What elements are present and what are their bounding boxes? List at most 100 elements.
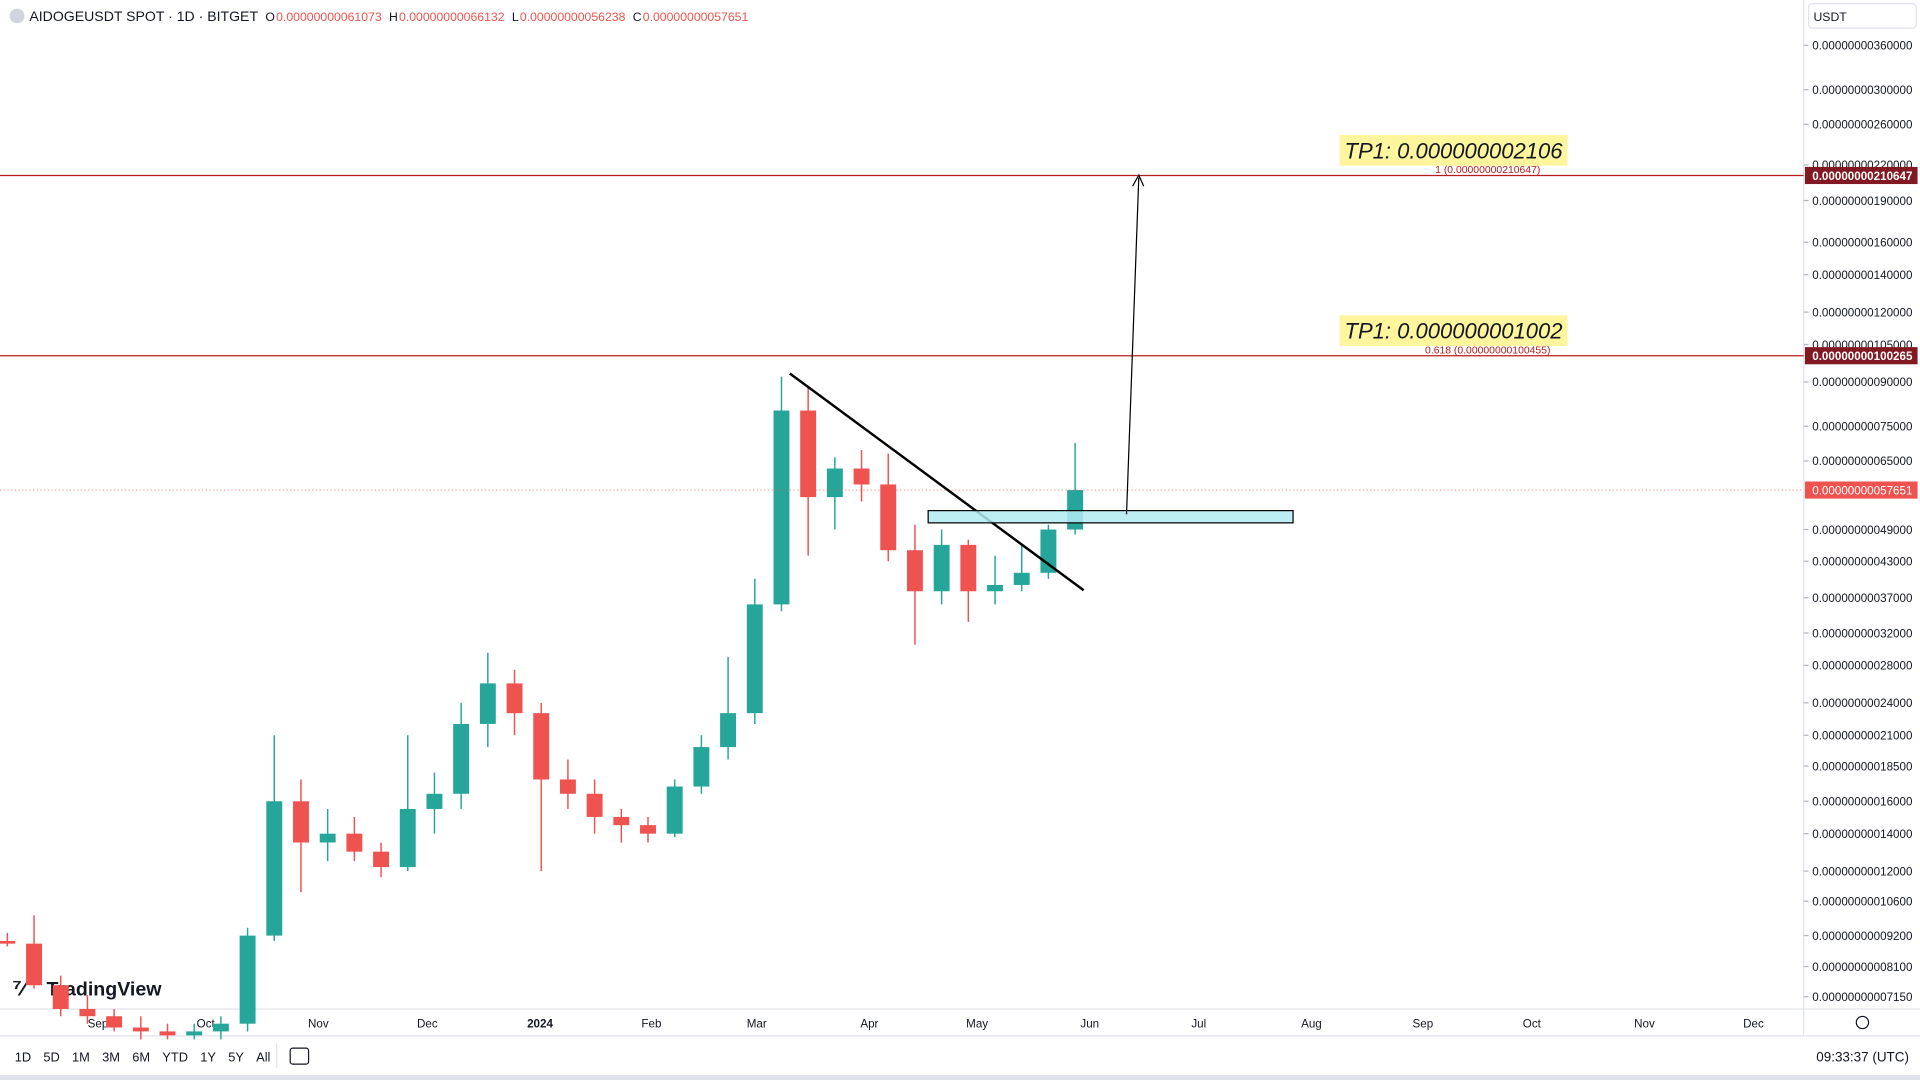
x-tick-label: Nov (308, 1017, 329, 1030)
ohlc-value: 0.00000000057651 (643, 10, 749, 24)
candle-body (186, 1031, 203, 1036)
tp-annotation: TP1: 0.000000001002 (1344, 319, 1562, 344)
symbol-icon (9, 8, 25, 24)
y-tick-label: 0.00000000008100 (1812, 961, 1913, 974)
y-tick-label: 0.00000000360000 (1812, 40, 1913, 53)
x-tick-label: May (966, 1017, 988, 1030)
candle-body (1067, 490, 1084, 530)
candle-body (239, 935, 256, 1024)
candle-body (346, 833, 363, 852)
candle-body (800, 410, 817, 498)
range-button[interactable]: 6M (132, 1050, 150, 1065)
x-tick-label: Sep (1413, 1017, 1434, 1030)
range-button[interactable]: YTD (162, 1050, 188, 1065)
x-tick-label: 2024 (527, 1017, 553, 1030)
range-button[interactable]: 5D (43, 1050, 59, 1065)
y-tick-label: 0.00000000090000 (1812, 376, 1913, 389)
ohlc-key: C (633, 10, 642, 24)
zone-box (927, 510, 1294, 524)
candle-body (586, 793, 603, 817)
candle-body (159, 1031, 176, 1036)
range-button[interactable]: 1D (15, 1050, 31, 1065)
x-tick-label: Nov (1634, 1017, 1655, 1030)
candle-body (1040, 529, 1057, 573)
y-tick-label: 0.00000000075000 (1812, 420, 1913, 433)
price-label-bg (1804, 166, 1918, 185)
candle-body (960, 544, 977, 592)
y-tick-label: 0.00000000300000 (1812, 84, 1913, 97)
calendar-icon[interactable] (289, 1047, 310, 1065)
y-tick-label: 0.00000000065000 (1812, 455, 1913, 468)
candle-body (373, 851, 390, 868)
range-button[interactable]: 5Y (228, 1050, 244, 1065)
x-tick-label: Oct (197, 1017, 216, 1030)
range-button[interactable]: 3M (102, 1050, 120, 1065)
candle-body (426, 793, 443, 809)
ohlc-key: L (512, 10, 519, 24)
x-tick-label: Dec (417, 1017, 438, 1030)
range-button[interactable]: 1Y (200, 1050, 216, 1065)
candle-body (720, 713, 737, 748)
x-tick-label: Sep (88, 1017, 109, 1030)
last-price-bg (1804, 481, 1918, 499)
candle-body (853, 468, 870, 485)
candle-body (773, 410, 790, 605)
y-tick-label: 0.00000000032000 (1812, 627, 1913, 640)
candle-body (1013, 572, 1030, 585)
y-tick-label: 0.00000000016000 (1812, 796, 1913, 809)
x-tick-label: Apr (860, 1017, 878, 1030)
y-tick-label: 0.00000000190000 (1812, 195, 1913, 208)
y-tick-label: 0.00000000021000 (1812, 730, 1913, 743)
ohlc-key: O (265, 10, 275, 24)
candle-body (666, 786, 683, 834)
bottom-strip (0, 1075, 1920, 1080)
ohlc-value: 0.00000000066132 (399, 10, 505, 24)
y-tick-label: 0.00000000260000 (1812, 119, 1913, 132)
y-tick-label: 0.00000000014000 (1812, 828, 1913, 841)
candle-body (479, 683, 496, 724)
candle-body (319, 833, 336, 843)
x-tick-label: Mar (747, 1017, 767, 1030)
y-tick-label: 0.00000000010600 (1812, 895, 1913, 908)
x-tick-label: Aug (1301, 1017, 1322, 1030)
candle-body (559, 779, 576, 794)
x-tick-label: Feb (641, 1017, 661, 1030)
plot: 0.00000000360000 0.00000000300000 0.000000… (0, 40, 1918, 1065)
y-tick-label: 0.00000000012000 (1812, 865, 1913, 878)
price-label-bg (1804, 347, 1918, 365)
y-tick-label: 0.00000000049000 (1812, 524, 1913, 537)
range-button[interactable]: All (256, 1050, 270, 1065)
y-tick-label: 0.00000000009200 (1812, 930, 1913, 943)
y-tick-label: 0.00000000007150 (1812, 991, 1913, 1004)
settings-icon[interactable] (1855, 1015, 1870, 1030)
ohlc-value: 0.00000000056238 (520, 10, 626, 24)
symbol-title: AIDOGEUSDT SPOT · 1D · BITGET (29, 8, 258, 24)
candle-body (132, 1027, 149, 1032)
candle-body (293, 801, 309, 843)
currency-box (1807, 3, 1917, 29)
y-tick-label: 0.00000000140000 (1812, 269, 1913, 282)
logo-text: TradingView (47, 979, 163, 1001)
fib-label: 0.618 (0.00000000100455) (1425, 345, 1550, 356)
ohlc-value: 0.00000000061073 (276, 10, 382, 24)
arrow-line (1125, 177, 1140, 515)
candle-body (106, 1016, 123, 1028)
y-tick-label: 0.00000000043000 (1812, 556, 1913, 569)
candle-body (506, 683, 523, 714)
last-price-label: 0.00000000057651 (1812, 484, 1912, 497)
y-tick-label: 0.00000000028000 (1812, 660, 1913, 673)
candle-body (640, 825, 656, 834)
x-tick-label: Jul (1191, 1017, 1206, 1030)
x-tick-label: Jun (1080, 1017, 1099, 1030)
fib-label: 1 (0.00000000210647) (1435, 165, 1540, 176)
y-tick-label: 0.00000000120000 (1812, 306, 1913, 319)
price-label: 0.00000000100265 (1812, 350, 1913, 363)
candle-body (613, 816, 630, 826)
candle-body (26, 943, 42, 986)
y-tick-label: 0.00000000160000 (1812, 237, 1913, 250)
candle-body (880, 484, 897, 551)
range-button[interactable]: 1M (72, 1050, 90, 1065)
